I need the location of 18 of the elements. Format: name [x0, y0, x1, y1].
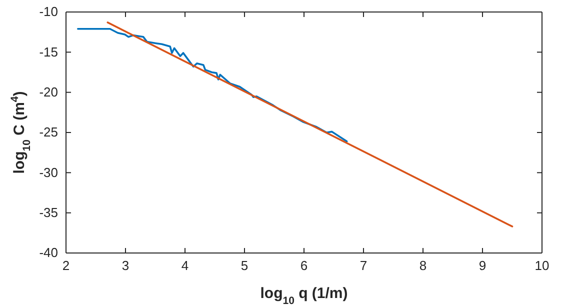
x-tick-label: 3 — [122, 258, 130, 274]
x-tick-label: 6 — [300, 258, 308, 274]
x-tick-label: 5 — [240, 258, 248, 274]
x-tick-label: 2 — [62, 258, 70, 274]
y-tick-label: -35 — [39, 204, 58, 220]
x-tick-label: 8 — [419, 258, 427, 274]
y-tick-label: -40 — [39, 245, 58, 260]
line-series — [77, 28, 348, 142]
y-tick-label: -10 — [39, 4, 58, 20]
x-tick-label: 9 — [478, 258, 486, 274]
y-tick-label: -25 — [39, 124, 58, 140]
x-tick-label: 10 — [534, 258, 550, 274]
x-tick-label: 4 — [181, 258, 189, 274]
y-tick-label: -15 — [39, 44, 58, 60]
y-tick-label: -30 — [39, 164, 58, 180]
x-tick-label: 7 — [360, 258, 368, 274]
y-tick-label: -20 — [39, 84, 58, 100]
x-axis-title: log$_{10}$ q (1/m) — [260, 285, 348, 307]
